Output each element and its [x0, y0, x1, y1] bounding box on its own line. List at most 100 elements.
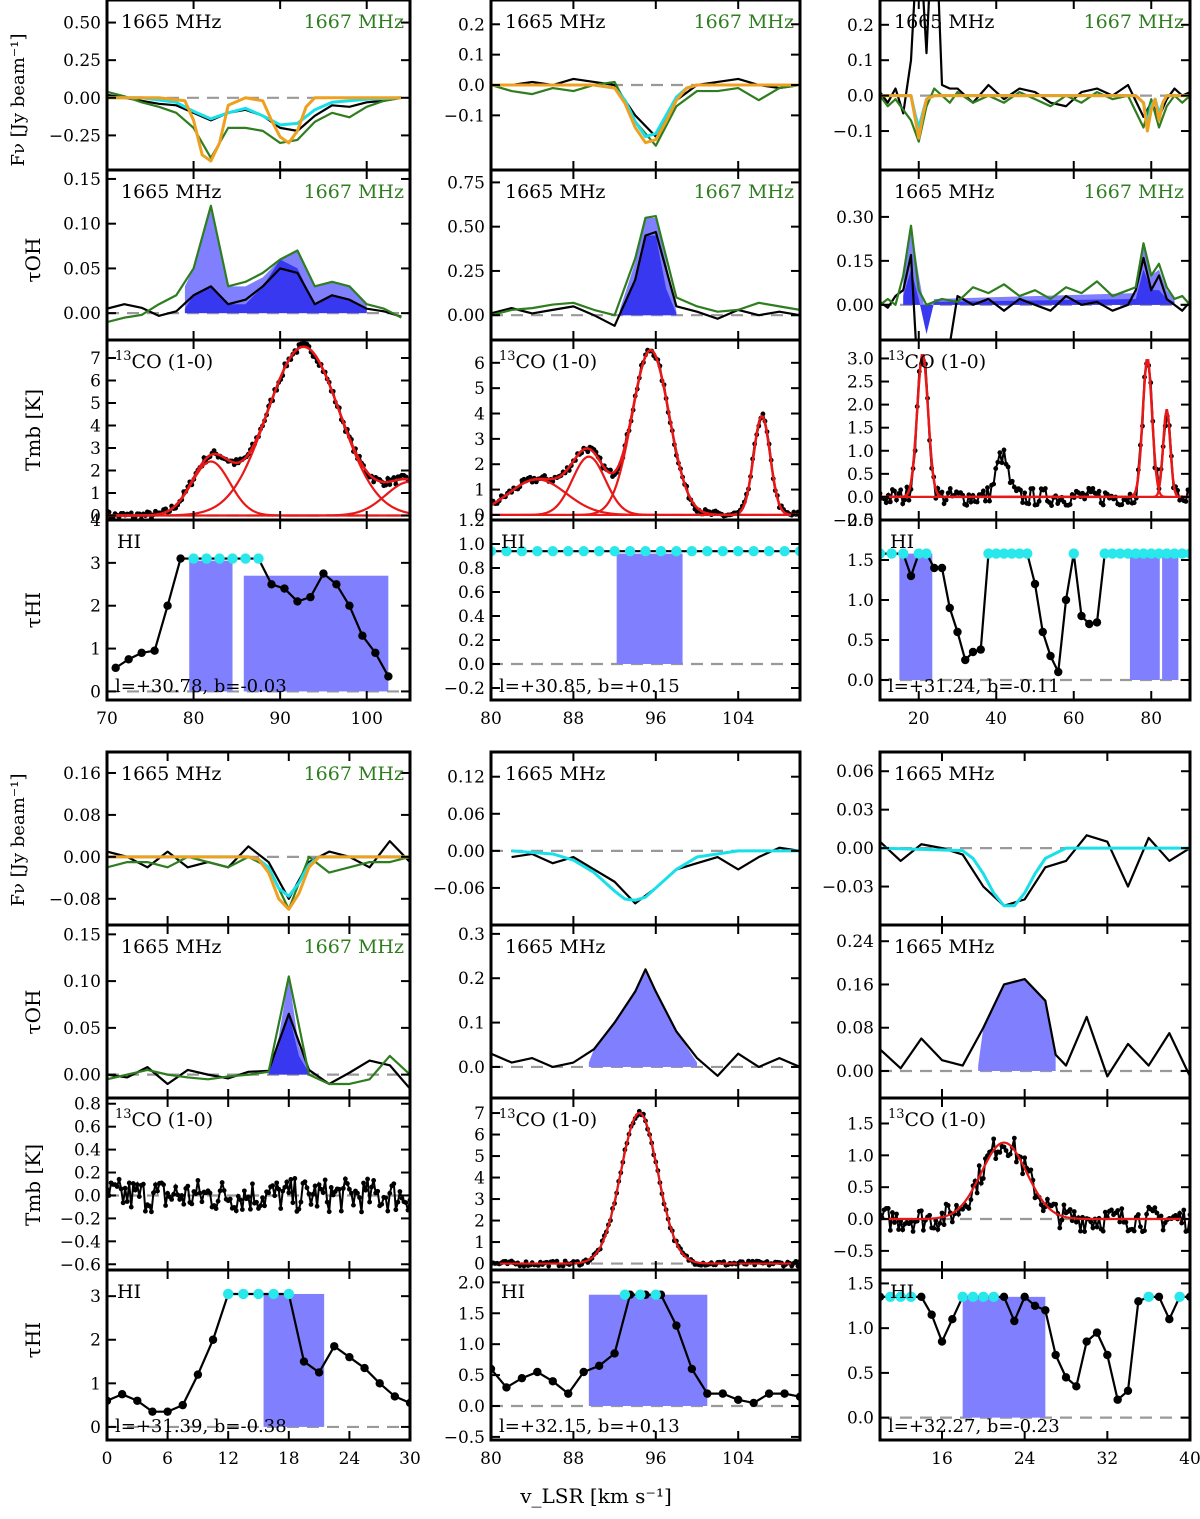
co-point [385, 1208, 391, 1214]
hi-saturated-point [1099, 548, 1110, 559]
co-point [1080, 490, 1085, 496]
label-13co: 13CO (1-0) [115, 349, 213, 373]
plot-area [107, 1175, 410, 1215]
co-point [304, 1185, 310, 1191]
co-point [1088, 1219, 1094, 1225]
x-tick-label: 80 [480, 1449, 502, 1469]
co-point [1040, 1208, 1046, 1214]
y-tick-label: 0.0 [847, 1409, 874, 1429]
hi-point [208, 1335, 218, 1344]
y-tick-label: −0.5 [444, 1428, 485, 1448]
co-point [258, 1203, 263, 1209]
hi-saturated-point [967, 1291, 979, 1303]
hi-saturated-point [1130, 548, 1141, 559]
y-tick-label: 1.5 [847, 1274, 874, 1294]
hi-point [594, 1361, 604, 1371]
label-13co-species: CO (1-0) [516, 351, 598, 373]
co-point [960, 1206, 966, 1212]
co-point [993, 466, 999, 471]
label-13co: 13CO (1-0) [499, 349, 597, 373]
co-point [910, 1229, 916, 1234]
co-gaussian-component [491, 455, 800, 517]
co-point [991, 1136, 997, 1142]
series-1667-data [491, 80, 800, 147]
co-point [931, 1225, 937, 1231]
y-tick-label: 0.75 [447, 173, 485, 193]
co-point [395, 1199, 401, 1205]
co-point [1088, 489, 1094, 495]
co-point [340, 1185, 346, 1191]
co-point [1057, 1225, 1063, 1231]
co-point [1001, 1144, 1007, 1150]
hi-point [937, 1337, 947, 1346]
co-point [1005, 464, 1011, 470]
y-tick-label: 0.5 [847, 465, 874, 485]
label-1667mhz: 1667 MHz [304, 763, 404, 785]
hi-point [176, 554, 185, 563]
co-point [355, 1190, 360, 1196]
y-tick-label: 0.0 [74, 1186, 101, 1206]
x-tick-label: 30 [399, 1449, 421, 1469]
tau-fill-1667 [978, 979, 1056, 1071]
y-tick-label: 3 [90, 1287, 101, 1307]
co-point [1067, 1207, 1073, 1212]
hi-saturated-point [563, 546, 574, 557]
co-point [270, 1183, 276, 1189]
label-13co-species: CO (1-0) [516, 1109, 598, 1131]
y-tick-label: −0.5 [833, 511, 874, 531]
y-tick-label: −0.4 [60, 1232, 101, 1252]
hi-saturated-point [268, 1288, 279, 1300]
hi-saturated-point [624, 546, 636, 557]
co-point [527, 474, 533, 480]
y-tick-label: 0.16 [836, 975, 874, 995]
hi-point [1054, 667, 1063, 677]
y-tick-label: 0.5 [847, 1364, 874, 1384]
co-point [397, 1189, 403, 1194]
hi-point [319, 569, 328, 578]
co-point [151, 1190, 156, 1196]
co-point [140, 1181, 146, 1187]
co-point [1026, 501, 1032, 507]
y-tick-label: 0.00 [63, 304, 101, 324]
co-point [887, 1227, 893, 1233]
subplot-c-co: −0.5 0.0 0.5 1.0 1.5 2.0 2.5 3.0 13CO (1-0) [833, 338, 1192, 531]
y-tick-label: 0 [90, 1418, 101, 1438]
co-point [1078, 1228, 1083, 1234]
y-tick-label: 7 [474, 1104, 485, 1124]
hi-point [734, 1395, 743, 1405]
co-point [136, 1194, 142, 1200]
y-tick-label: 0.2 [458, 631, 485, 651]
series-1667-tau [491, 214, 800, 317]
co-point [991, 481, 997, 487]
co-point [900, 1227, 906, 1233]
y-tick-label: 0.0 [458, 1397, 485, 1417]
series-1667-fit [880, 94, 1190, 140]
hi-saturated-point [1068, 548, 1079, 559]
y-tick-label: 0.30 [836, 208, 874, 228]
hi-point [1041, 1306, 1050, 1315]
y-tick-label: 1 [474, 1233, 485, 1253]
x-tick-label: 88 [563, 709, 585, 729]
co-point [902, 497, 908, 503]
panel-coordinates-label: l=+30.78, b=-0.03 [115, 676, 287, 697]
hi-point [117, 1390, 127, 1399]
co-point [1011, 484, 1017, 490]
co-point [173, 1184, 179, 1190]
plot-area [107, 90, 410, 163]
y-tick-label: 1.5 [458, 1304, 485, 1324]
y-tick-label: 0.06 [447, 805, 485, 825]
hi-saturated-point [253, 553, 264, 564]
subplot-a-tau_oh: 0.00 0.05 0.10 0.15 1665 MHz 1667 MHz [63, 168, 412, 342]
co-point [1028, 1167, 1034, 1173]
hi-saturated-point [1146, 548, 1157, 559]
x-tick-label: 16 [931, 1449, 953, 1469]
co-point [896, 491, 901, 496]
co-point [306, 1191, 312, 1197]
hi-saturated-point [214, 553, 225, 564]
y-tick-label: 5 [90, 394, 101, 414]
y-tick-label: 0.1 [458, 46, 485, 66]
series-1665-data [107, 840, 410, 900]
label-13co-mass: 13 [888, 349, 905, 364]
co-point [883, 500, 889, 506]
hi-point [178, 1400, 187, 1410]
